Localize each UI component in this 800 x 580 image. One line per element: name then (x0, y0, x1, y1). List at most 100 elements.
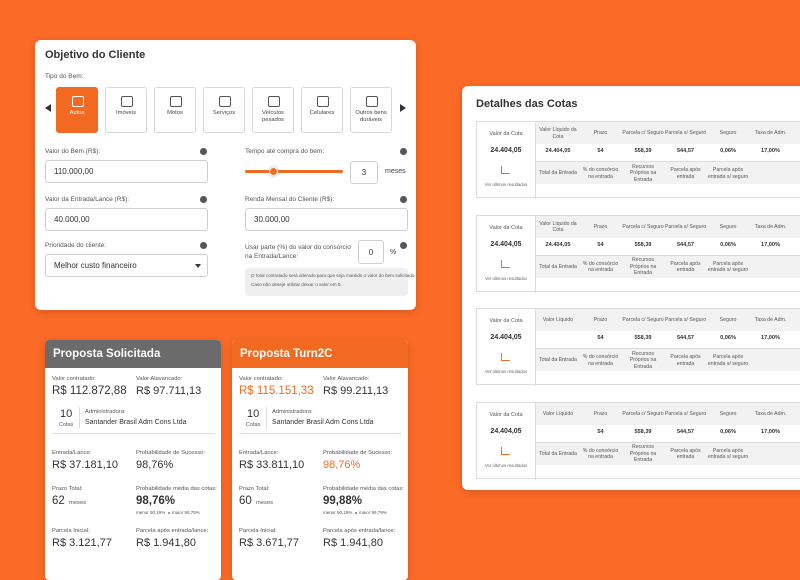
field-value: 98,76% (323, 459, 361, 471)
field-label: Parcela após entrada/lance: (323, 528, 396, 534)
help-icon (400, 242, 407, 249)
asset-type-tile[interactable]: Veículos pesados (252, 87, 294, 133)
row-header-bg (535, 309, 800, 331)
results-link[interactable]: Ver últimos resultados (484, 369, 528, 374)
quota-value: 24.404,05 (490, 147, 522, 154)
field-label: Valor Alavancado: (323, 376, 370, 382)
results-link[interactable]: Ver últimos resultados (484, 182, 528, 187)
asset-icon (366, 96, 378, 107)
quotas-box (52, 406, 215, 434)
column-header: % do consórcio na entrada (582, 260, 619, 274)
cell-value: 558,39 (634, 241, 652, 248)
unit-label: meses (69, 500, 87, 506)
column-header: Parcela s/ Seguro (664, 223, 707, 230)
quota-count-label: Cotas (59, 422, 74, 428)
range-min: menor 90,19% (323, 510, 353, 515)
cell-value: 544,57 (676, 241, 695, 248)
column-header: Parcela após entrada s/ seguro (707, 167, 749, 180)
cell-value: 54 (597, 428, 604, 435)
cell-value: 558,39 (634, 148, 652, 154)
results-link[interactable]: Ver últimos resultados (484, 462, 528, 468)
help-icon (200, 196, 207, 203)
field-value: R$ 99.211,13 (323, 385, 389, 397)
number-input[interactable]: 3 (350, 161, 378, 184)
row-header-bg (535, 442, 800, 465)
column-header: Parcela após entrada s/ seguro (707, 447, 749, 461)
cell-value: 24.404,05 (545, 241, 571, 248)
text-input[interactable]: 30.000,00 (245, 208, 408, 231)
field-label: Entrada/Lance: (239, 450, 279, 456)
cell-value: 54 (597, 335, 604, 341)
asset-type-tile[interactable]: Celulares (301, 87, 343, 133)
row-header-bg (535, 122, 800, 144)
field-value: 98,76% (136, 459, 174, 471)
field-label: Renda Mensal do Cliente (R$): (245, 196, 335, 203)
quota-label: Valor da Cota (489, 411, 523, 418)
asset-type-tile[interactable]: Motos (154, 87, 196, 133)
field-label: Administradora: (85, 409, 126, 415)
field-label: Usar parte (%) do valor do consórcio na … (245, 244, 351, 260)
note-box: O total contratado será alterado para qu… (245, 268, 416, 296)
column-header: Recursos Próprios na Entrada (629, 444, 657, 464)
next-arrow[interactable] (400, 104, 406, 112)
column-header: Parcela s/ Seguro (664, 130, 707, 137)
column-header: Seguro (719, 410, 737, 417)
field-label: Valor da Entrada/Lance (R$): (45, 196, 130, 203)
column-header: Total da Entrada (539, 450, 577, 457)
number-input[interactable]: 0 (358, 240, 384, 264)
help-icon (200, 242, 207, 249)
select-input[interactable]: Melhor custo financeiro (45, 254, 208, 277)
prev-arrow[interactable] (45, 104, 51, 112)
asset-label: Outros bens duráveis (355, 110, 387, 123)
column-header: Valor Líquido (542, 410, 574, 417)
cell-value: 0,06% (720, 148, 736, 154)
field-value: R$ 1.941,80 (136, 537, 196, 549)
text-input[interactable]: 40.000,00 (45, 208, 208, 231)
text-input[interactable]: 110.000,00 (45, 160, 208, 183)
asset-type-tile[interactable]: Autos (56, 87, 98, 133)
slider-track[interactable] (245, 170, 343, 173)
quota-value: 24.404,05 (490, 240, 522, 248)
column-header: Parcela após entrada (670, 354, 701, 367)
slider-thumb[interactable] (269, 167, 278, 176)
column-header: Parcela c/ Seguro (622, 130, 664, 137)
asset-icon (170, 96, 182, 107)
asset-type-tile[interactable]: Imóveis (105, 87, 147, 133)
quota-block: Valor da Cota 24.404,05 Ver últimos result… (476, 401, 800, 480)
asset-type-tile[interactable]: Serviços (203, 87, 245, 133)
column-header: % do consórcio na entrada (582, 447, 619, 461)
divider (79, 407, 80, 429)
asset-type-tile[interactable]: Outros bens duráveis (350, 87, 392, 133)
row-divider (535, 254, 800, 256)
field-value: 62 (52, 495, 65, 507)
column-header: Taxa de Adm. (754, 223, 787, 230)
card-header (45, 340, 221, 368)
help-icon (400, 196, 407, 203)
unit-label: meses (385, 168, 406, 175)
column-header: Total da Entrada (539, 263, 577, 270)
proposal-card: Proposta Turn2C Valor contratado: R$ 115.1… (232, 340, 408, 580)
results-icon (501, 166, 510, 174)
column-header: Recursos Próprios na Entrada (629, 350, 657, 370)
field-label: Valor do Bem (R$): (45, 148, 101, 155)
results-icon (501, 446, 510, 455)
note-text: O total contratado será alterado para qu… (251, 273, 416, 278)
column-header: Taxa de Adm. (754, 130, 787, 137)
column-header: Taxa de Adm. (754, 410, 787, 417)
field-value: R$ 37.181,10 (52, 459, 119, 471)
row-header-bg (535, 349, 800, 371)
column-header: Taxa de Adm. (754, 317, 787, 324)
field-value: R$ 3.121,77 (52, 537, 112, 549)
results-link[interactable]: Ver últimos resultados (484, 275, 528, 281)
column-header: Parcela após entrada (670, 167, 701, 180)
cell-value: 0,06% (720, 428, 736, 435)
field-label: Entrada/Lance: (52, 450, 92, 456)
quota-label: Valor da Cota (489, 131, 523, 137)
asset-label: Imóveis (116, 110, 136, 116)
row-divider (535, 348, 800, 349)
quota-count: 10 (60, 408, 73, 420)
column-header: Recursos Próprios na Entrada (629, 163, 657, 183)
column-header: Prazo (593, 410, 608, 417)
field-label: Tempo até compra do bem: (245, 148, 325, 155)
cell-divider (535, 402, 536, 480)
